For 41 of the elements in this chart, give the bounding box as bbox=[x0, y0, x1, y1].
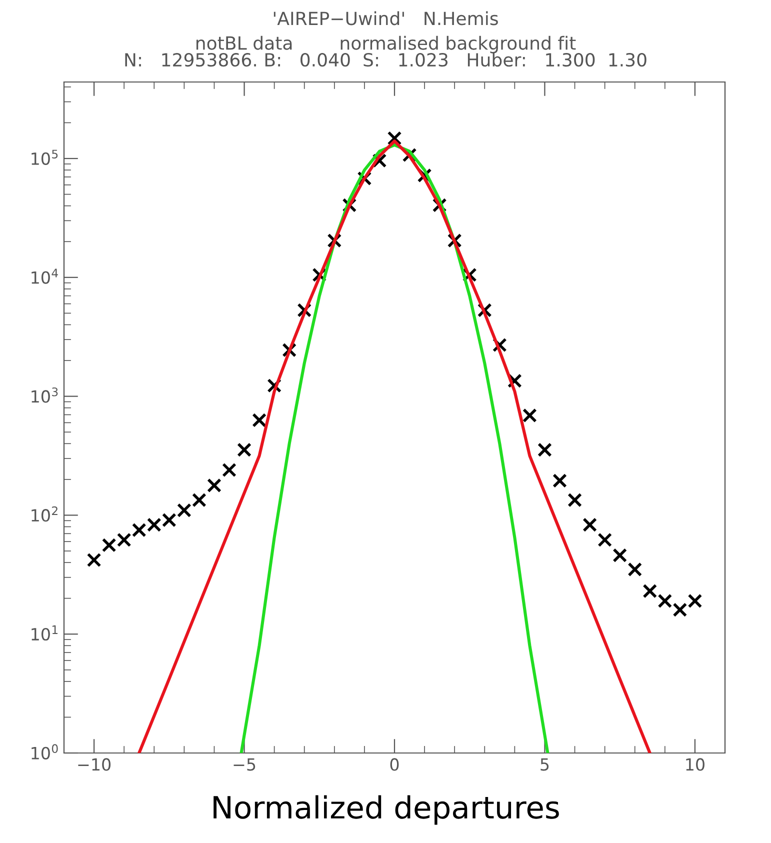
x-tick-label: 10 bbox=[686, 758, 704, 771]
point bbox=[387, 131, 402, 146]
chart-subtitle: notBL data normalised background fit N: 12953866. B: 0.040 S: 1.023 Huber: 1.300 1.30 bbox=[125, 36, 646, 67]
y-tick-label: 10$^{5}$ bbox=[32, 150, 58, 165]
point bbox=[102, 538, 116, 552]
point bbox=[116, 532, 132, 548]
line-series bbox=[240, 143, 550, 753]
point bbox=[86, 552, 102, 568]
point bbox=[176, 503, 192, 518]
point bbox=[628, 562, 642, 577]
point bbox=[192, 492, 206, 508]
x-tick-label: 0 bbox=[390, 758, 399, 771]
point bbox=[252, 412, 266, 428]
point bbox=[642, 584, 658, 598]
point bbox=[162, 512, 176, 528]
y-tick-label: 10$^{4}$ bbox=[32, 268, 58, 284]
point bbox=[582, 518, 597, 532]
y-tick-label: 10$^{3}$ bbox=[32, 387, 58, 403]
point bbox=[672, 602, 688, 618]
chart-title: 'AIREP−Uwind' N.Hemis bbox=[274, 11, 498, 26]
point bbox=[612, 548, 628, 562]
x-tick-label: −5 bbox=[234, 758, 256, 771]
y-tick-label: 10$^{1}$ bbox=[32, 625, 58, 641]
point bbox=[598, 532, 612, 548]
point bbox=[207, 478, 222, 493]
point bbox=[568, 492, 582, 508]
point bbox=[132, 522, 146, 538]
point bbox=[658, 594, 672, 608]
line-series bbox=[138, 140, 652, 753]
point bbox=[146, 518, 162, 532]
x-axis-title: Normalized departures bbox=[214, 795, 559, 825]
y-tick-label: 10$^{2}$ bbox=[32, 506, 58, 522]
point bbox=[688, 594, 702, 608]
point bbox=[237, 442, 252, 457]
point bbox=[522, 408, 537, 423]
point bbox=[538, 442, 552, 457]
point bbox=[222, 462, 236, 478]
point bbox=[552, 474, 567, 488]
x-tick-label: −10 bbox=[78, 758, 111, 771]
x-tick-label: 5 bbox=[540, 758, 549, 771]
y-tick-label: 10$^{0}$ bbox=[32, 744, 58, 760]
